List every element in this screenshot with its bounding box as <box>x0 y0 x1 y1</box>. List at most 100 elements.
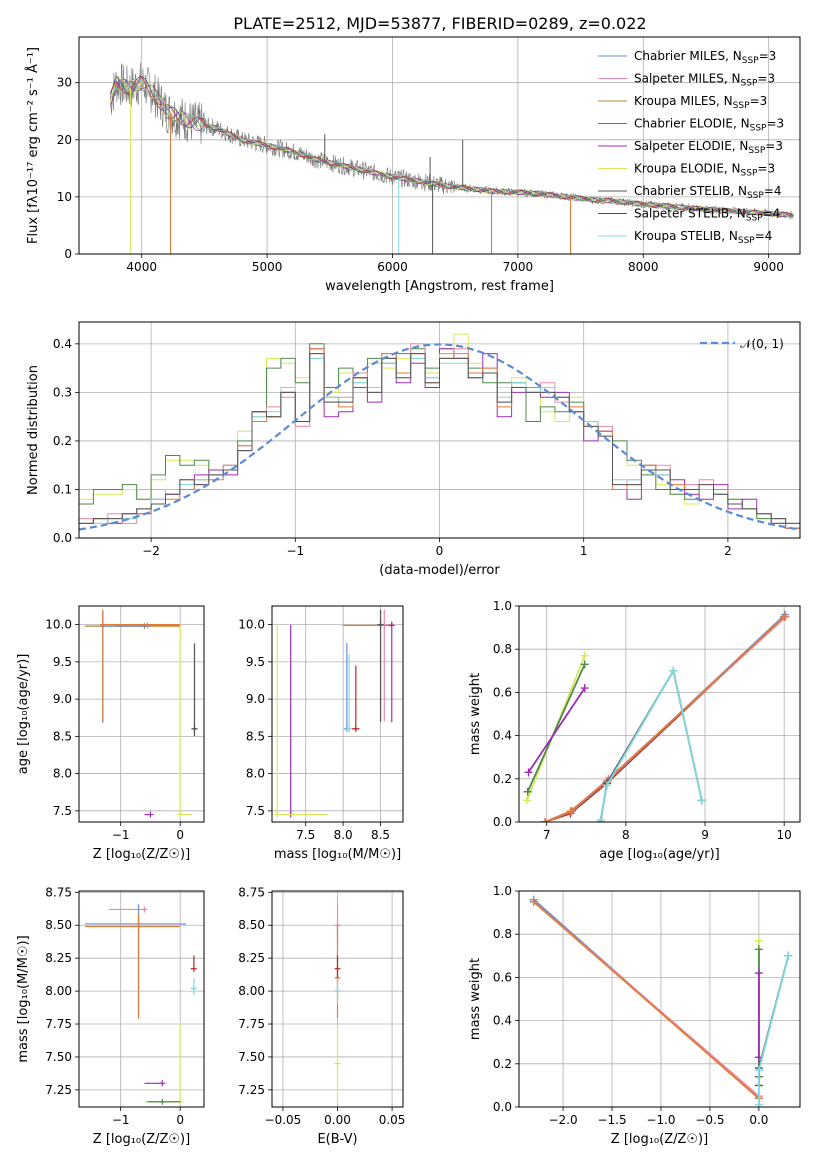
z-age-xtick-label: −1 <box>112 828 130 842</box>
spectrum-xtick-label: 6000 <box>377 260 408 274</box>
z-mass-ytick-label: 8.50 <box>45 918 72 932</box>
residuals-ytick-label: 0.3 <box>53 385 72 399</box>
z-weight-ytick-label: 0.2 <box>493 1057 512 1071</box>
z-mass-ylabel: mass [log₁₀(M/M☉)] <box>16 935 31 1062</box>
z-age-axes <box>75 606 204 826</box>
mass-age-frame <box>271 605 404 823</box>
ebv-mass-point <box>334 988 341 995</box>
z-weight-xtick-label: 0.0 <box>749 1113 768 1127</box>
z-weight-xlabel: Z [log₁₀(Z/Z☉)] <box>611 1132 708 1147</box>
z-weight-ytick-label: 0.6 <box>493 970 512 984</box>
z-age-point <box>147 811 154 818</box>
mass-age-ytick-label: 8.5 <box>246 729 265 743</box>
spectrum-xtick-label: 8000 <box>628 260 659 274</box>
z-mass-frame <box>78 890 205 1108</box>
mass-age-xlabel: mass [log₁₀(M/M☉)] <box>274 847 401 862</box>
ebv-mass-ytick-label: 7.75 <box>238 1017 265 1031</box>
age-weight-point <box>522 796 531 805</box>
residuals-ytick-label: 0.1 <box>53 482 72 496</box>
ebv-mass-point <box>334 965 341 972</box>
mass-age-point <box>346 725 353 732</box>
figure-title: PLATE=2512, MJD=53877, FIBERID=0289, z=0… <box>233 14 646 33</box>
z-age-point <box>99 621 106 628</box>
spectrum-plot-area <box>109 62 794 254</box>
residuals-axes <box>75 322 800 542</box>
age-weight-ytick-label: 0.4 <box>493 729 512 743</box>
residuals-xtick-label: −2 <box>142 544 160 558</box>
age-weight-series-line <box>544 613 786 822</box>
ebv-mass-ytick-label: 8.75 <box>238 885 265 899</box>
ebv-mass-ytick-label: 8.25 <box>238 951 265 965</box>
z-mass-ytick-label: 7.50 <box>45 1050 72 1064</box>
z-weight-axes <box>515 890 800 1111</box>
z-weight-ytick-label: 0.8 <box>493 927 512 941</box>
z-mass-xtick-label: −1 <box>112 1113 130 1127</box>
age-weight-ytick-label: 1.0 <box>493 599 512 613</box>
z-age-ytick-label: 9.5 <box>53 655 72 669</box>
ebv-mass-xtick-label: 0.00 <box>324 1113 351 1127</box>
z-mass-ytick-label: 8.00 <box>45 984 72 998</box>
normal-curve <box>79 343 800 531</box>
z-age-point <box>191 725 198 732</box>
age-weight-series-line <box>544 616 785 822</box>
z-weight-point <box>754 969 763 978</box>
mass-age-plot-area <box>274 609 395 818</box>
z-age-ytick-label: 9.0 <box>53 692 72 706</box>
spectrum-legend-label: Salpeter STELIB, NSSP=4 <box>634 207 780 224</box>
spectrum-legend-label: Kroupa ELODIE, NSSP=3 <box>634 162 775 179</box>
age-weight-xlabel: age [log₁₀(age/yr)] <box>599 847 720 862</box>
ebv-mass-ytick-label: 8.50 <box>238 918 265 932</box>
age-weight-xtick-label: 9 <box>701 828 709 842</box>
z-age-ytick-label: 10.0 <box>45 618 72 632</box>
z-age-plot-area <box>84 609 198 818</box>
age-weight-point <box>580 660 589 669</box>
spectrum-ylabel: Flux [fλ10⁻¹⁷ erg cm⁻² s⁻¹ Å⁻¹] <box>25 47 41 244</box>
z-mass-xlabel: Z [log₁₀(Z/Z☉)] <box>93 1132 190 1147</box>
spectrum-xtick-label: 7000 <box>503 260 534 274</box>
ebv-mass-ytick-label: 7.25 <box>238 1083 265 1097</box>
residuals-xlabel: (data-model)/error <box>379 563 500 578</box>
ebv-mass-ytick-label: 7.50 <box>238 1050 265 1064</box>
z-weight-point <box>784 951 793 960</box>
spectrum-frame <box>78 36 801 255</box>
z-mass-plot-area <box>84 904 197 1105</box>
age-weight-point <box>596 815 605 822</box>
z-weight-xtick-label: −1.0 <box>646 1113 675 1127</box>
spectrum-ytick-label: 20 <box>57 133 72 147</box>
z-mass-xtick-label: 0 <box>176 1113 184 1127</box>
age-weight-ytick-label: 0.0 <box>493 815 512 829</box>
spectrum-xtick-label: 9000 <box>753 260 784 274</box>
mass-age-point <box>352 725 359 732</box>
residuals-xtick-label: 2 <box>724 544 732 558</box>
residuals-legend-label: 𝒩(0, 1) <box>740 337 784 351</box>
age-weight-series-line <box>526 663 586 793</box>
age-weight-point <box>523 787 532 796</box>
age-weight-frame <box>518 605 801 823</box>
mass-age-ytick-label: 8.0 <box>246 767 265 781</box>
spectrum-ytick-label: 30 <box>57 76 72 90</box>
z-mass-ytick-label: 7.25 <box>45 1083 72 1097</box>
spectrum-legend-label: Salpeter ELODIE, NSSP=3 <box>634 139 783 156</box>
mass-age-point <box>388 622 395 629</box>
mass-age-axes <box>268 606 403 826</box>
z-weight-point <box>529 897 538 906</box>
age-weight-ylabel: mass weight <box>468 673 483 755</box>
z-age-ytick-label: 7.5 <box>53 804 72 818</box>
spectrum-xlabel: wavelength [Angstrom, rest frame] <box>325 279 554 294</box>
age-weight-point <box>602 781 611 790</box>
spectrum-legend-label: Kroupa MILES, NSSP=3 <box>634 94 767 111</box>
residuals-xtick-label: −1 <box>286 544 304 558</box>
z-age-xlabel: Z [log₁₀(Z/Z☉)] <box>93 847 190 862</box>
mass-age-ytick-label: 7.5 <box>246 804 265 818</box>
age-weight-xtick-label: 7 <box>543 828 551 842</box>
age-weight-point <box>580 684 589 693</box>
z-weight-xtick-label: −0.5 <box>695 1113 724 1127</box>
z-weight-ytick-label: 1.0 <box>493 884 512 898</box>
z-age-point <box>144 622 151 629</box>
spectrum-legend-label: Salpeter MILES, NSSP=3 <box>634 72 775 89</box>
age-weight-xtick-label: 10 <box>777 828 792 842</box>
z-weight-xtick-label: −2.0 <box>548 1113 577 1127</box>
age-weight-point <box>780 612 789 621</box>
spectrum-legend-label: Chabrier MILES, NSSP=3 <box>634 49 776 66</box>
